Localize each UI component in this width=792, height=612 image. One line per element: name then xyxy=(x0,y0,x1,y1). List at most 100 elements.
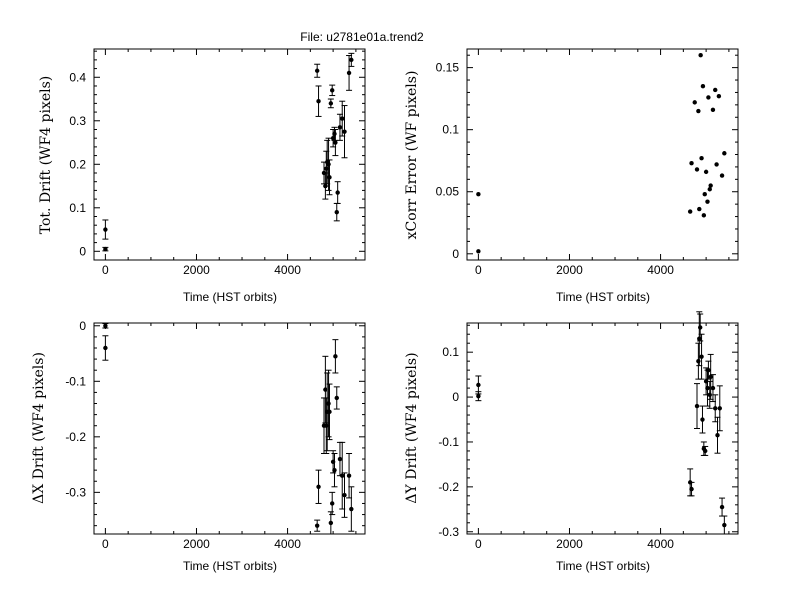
x-axis-label: Time (HST orbits) xyxy=(556,290,650,304)
y-tick-label: 0.1 xyxy=(442,123,459,137)
y-tick-label: 0 xyxy=(79,244,86,258)
x-tick-label: 0 xyxy=(102,263,109,277)
data-point xyxy=(708,183,713,188)
data-point xyxy=(342,129,347,134)
data-point xyxy=(103,227,108,232)
x-tick-label: 4000 xyxy=(274,537,301,551)
y-tick-label: 0 xyxy=(452,247,459,261)
data-point xyxy=(330,501,335,506)
data-point xyxy=(342,492,347,498)
data-point xyxy=(340,473,345,478)
data-point xyxy=(694,167,700,172)
x-tick-label: 2000 xyxy=(556,263,583,277)
data-point xyxy=(708,374,713,380)
data-point xyxy=(710,385,716,391)
panel-frame xyxy=(93,48,366,261)
panel-frame xyxy=(466,322,739,535)
data-point xyxy=(476,382,481,388)
y-tick-label: -0.2 xyxy=(65,430,86,444)
data-point xyxy=(717,406,722,411)
data-point xyxy=(707,392,712,398)
data-point xyxy=(696,108,701,114)
data-point xyxy=(697,336,702,341)
y-axis-label: xCorr Error (WF pixels) xyxy=(404,71,420,240)
data-point xyxy=(332,131,337,137)
data-point xyxy=(340,116,345,121)
panel-marks: 0 2000 4000 0.1 0 -0.1 -0.2 -0.3 xyxy=(438,311,738,551)
data-point xyxy=(703,448,708,454)
x-axis-label: Time (HST orbits) xyxy=(556,559,650,573)
x-tick-label: 0 xyxy=(475,263,482,277)
data-point xyxy=(476,393,481,399)
data-point xyxy=(714,162,719,167)
x-tick-label: 2000 xyxy=(183,537,210,551)
data-point xyxy=(334,209,339,215)
y-tick-label: -0.3 xyxy=(438,525,459,539)
data-point xyxy=(715,433,720,438)
data-point xyxy=(700,417,705,422)
data-point xyxy=(332,467,337,473)
data-point xyxy=(314,68,320,73)
x-tick-label: 4000 xyxy=(647,263,674,277)
data-point xyxy=(476,192,481,197)
panel-marks: 0 2000 4000 0 -0.1 -0.2 -0.3 xyxy=(65,319,365,551)
y-tick-label: 0 xyxy=(79,319,86,333)
data-point xyxy=(700,84,706,89)
x-tick-label: 0 xyxy=(102,537,109,551)
data-point xyxy=(349,506,354,512)
data-point xyxy=(323,387,328,392)
y-tick-label: 0.15 xyxy=(436,61,460,75)
data-point xyxy=(706,95,711,100)
data-point xyxy=(328,101,334,106)
y-tick-label: 0.2 xyxy=(69,157,86,171)
data-point xyxy=(698,53,703,58)
data-point xyxy=(346,473,352,478)
data-point xyxy=(333,354,338,359)
x-tick-label: 2000 xyxy=(183,263,210,277)
y-tick-label: 0 xyxy=(452,390,459,404)
y-axis-label: ΔY Drift (WF4 pixels) xyxy=(404,352,420,503)
data-point xyxy=(692,100,697,105)
y-axis-label: Tot. Drift (WF4 pixels) xyxy=(38,76,54,235)
panel-marks: 0 2000 4000 0 0.1 0.2 0.3 0.4 xyxy=(69,49,365,277)
data-point xyxy=(103,323,108,328)
panel-dy-drift: 0 2000 4000 0.1 0 -0.1 -0.2 -0.3 Time (HST orbi… xyxy=(404,311,739,573)
data-point xyxy=(103,345,108,351)
data-point xyxy=(702,192,707,197)
x-tick-label: 2000 xyxy=(556,537,583,551)
data-point xyxy=(703,169,709,175)
data-point xyxy=(349,57,354,63)
data-point xyxy=(324,423,329,428)
y-tick-label: 0.05 xyxy=(436,185,460,199)
data-point xyxy=(705,385,710,391)
data-point xyxy=(687,209,693,214)
y-tick-label: -0.1 xyxy=(65,374,86,388)
data-point xyxy=(476,249,481,254)
data-point xyxy=(335,190,340,195)
y-tick-label: -0.3 xyxy=(65,485,86,499)
data-point xyxy=(719,173,725,178)
data-point xyxy=(697,325,703,330)
data-point xyxy=(689,486,694,492)
data-point xyxy=(316,99,321,104)
data-point xyxy=(710,107,716,113)
y-tick-label: 0.3 xyxy=(69,114,86,128)
data-point xyxy=(337,456,343,462)
data-point xyxy=(326,162,331,167)
data-point xyxy=(705,199,710,204)
data-point xyxy=(324,166,329,171)
data-point xyxy=(327,175,332,180)
x-tick-label: 4000 xyxy=(274,263,301,277)
panel-frame xyxy=(93,322,366,535)
data-point xyxy=(706,367,711,373)
data-point xyxy=(699,354,704,359)
data-point xyxy=(716,93,722,99)
x-axis-label: Time (HST orbits) xyxy=(183,559,277,573)
data-point xyxy=(334,395,339,401)
x-tick-label: 4000 xyxy=(647,537,674,551)
x-axis-label: Time (HST orbits) xyxy=(183,290,277,304)
data-point xyxy=(337,125,343,130)
y-tick-label: -0.1 xyxy=(438,435,459,449)
